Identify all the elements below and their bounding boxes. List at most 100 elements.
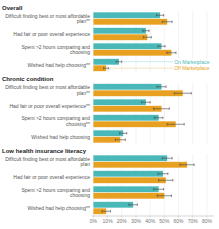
category-label-line: Wished had help choosing**: [27, 205, 90, 211]
error-line: [167, 52, 176, 53]
tick-label: 30%: [131, 218, 142, 224]
error-cap: [137, 203, 138, 206]
chart: OverallDifficult finding best or most af…: [0, 0, 219, 229]
category-label: Had fair or poor overall experience**: [9, 103, 90, 109]
bar: [93, 186, 158, 192]
error-cap: [156, 14, 157, 17]
error-cap: [108, 67, 109, 70]
bar: [93, 130, 123, 136]
bar: [93, 28, 145, 34]
category-label-line: plan**: [77, 90, 90, 96]
error-bar: [162, 157, 172, 160]
error-cap: [150, 101, 151, 104]
error-bar: [142, 101, 151, 104]
error-cap: [163, 188, 164, 191]
section-title: Low health insurance literacy: [2, 148, 87, 154]
grid-line: [192, 83, 193, 145]
error-cap: [167, 123, 168, 126]
error-cap: [154, 116, 155, 119]
error-bar: [158, 45, 165, 48]
category-label-line: Difficult finding best or most affordabl…: [5, 156, 90, 162]
category-label-line: plan: [81, 161, 91, 167]
bar: [93, 121, 175, 127]
tick-label: 70%: [188, 218, 199, 224]
error-cap: [156, 85, 157, 88]
error-bar: [174, 92, 191, 95]
error-cap: [194, 163, 195, 166]
tick-label: 0%: [90, 218, 98, 224]
bar: [93, 12, 160, 18]
grid: [93, 154, 206, 216]
error-line: [129, 204, 138, 205]
error-line: [157, 86, 166, 87]
tick-label: 10%: [103, 218, 114, 224]
bar: [93, 34, 147, 40]
bar: [93, 162, 187, 168]
error-cap: [115, 138, 116, 141]
error-line: [143, 30, 149, 31]
error-cap: [167, 172, 168, 175]
error-bar: [154, 188, 164, 191]
category-label: Difficult finding best or most affordabl…: [5, 13, 90, 24]
bar: [93, 115, 158, 121]
bar: [93, 50, 171, 56]
error-cap: [119, 132, 120, 135]
bar: [93, 177, 165, 183]
error-line: [154, 117, 163, 118]
bar: [93, 106, 161, 112]
grid-line: [206, 154, 207, 216]
error-cap: [149, 29, 150, 32]
bar: [93, 202, 133, 208]
marks: [93, 12, 176, 71]
error-cap: [171, 194, 172, 197]
error-cap: [162, 20, 163, 23]
category-label-line: plan**: [77, 18, 90, 24]
error-bar: [154, 116, 163, 119]
error-cap: [126, 132, 127, 135]
legend-background: [174, 59, 211, 65]
section-title: Chronic condition: [2, 76, 54, 82]
category-label: Had fair or poor overall experience: [13, 174, 90, 180]
error-cap: [151, 36, 152, 39]
category-label: Had fair or poor overall experience: [13, 31, 90, 37]
category-label-line: choosing: [70, 49, 90, 55]
error-cap: [125, 138, 126, 141]
error-line: [157, 15, 164, 16]
bar: [93, 19, 167, 25]
error-cap: [157, 194, 158, 197]
error-cap: [121, 60, 122, 63]
error-bar: [157, 85, 166, 88]
error-bar: [129, 203, 138, 206]
legend-leader: [124, 61, 173, 62]
error-bar: [180, 163, 194, 166]
error-line: [158, 46, 165, 47]
category-label: Spent >2 hours comparing andchoosing: [21, 44, 90, 55]
error-cap: [172, 179, 173, 182]
error-line: [157, 195, 171, 196]
error-bar: [158, 172, 168, 175]
error-bar: [104, 67, 109, 70]
error-bar: [159, 179, 173, 182]
tick-label: 80%: [202, 218, 213, 224]
error-cap: [163, 14, 164, 17]
error-cap: [101, 210, 102, 213]
category-label-line: Wished had help choosing: [31, 134, 90, 140]
bar: [93, 171, 163, 177]
error-bar: [157, 194, 171, 197]
category-label-line: choosing: [70, 192, 90, 198]
error-cap: [179, 163, 180, 166]
error-bar: [116, 60, 122, 63]
error-cap: [103, 67, 104, 70]
error-cap: [157, 172, 158, 175]
error-cap: [158, 179, 159, 182]
error-cap: [162, 157, 163, 160]
error-cap: [191, 92, 192, 95]
error-line: [158, 173, 168, 174]
error-bar: [143, 36, 151, 39]
x-axis: 0%10%20%30%40%50%60%70%80%: [90, 216, 214, 224]
category-label-line: Had fair or poor overall experience**: [9, 103, 90, 109]
bar: [93, 193, 164, 199]
error-bar: [162, 20, 172, 23]
tick-label: 40%: [145, 218, 156, 224]
error-cap: [175, 51, 176, 54]
